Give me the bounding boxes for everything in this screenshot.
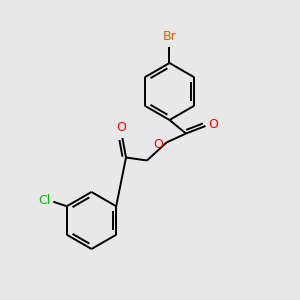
Text: O: O: [116, 122, 126, 134]
Text: Br: Br: [163, 30, 176, 43]
Text: O: O: [208, 118, 218, 131]
Text: O: O: [154, 137, 164, 151]
Text: Cl: Cl: [39, 194, 51, 207]
